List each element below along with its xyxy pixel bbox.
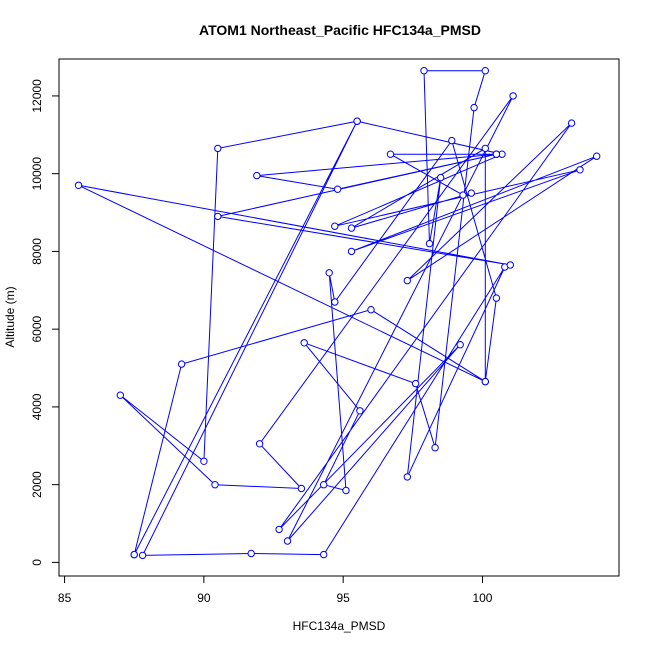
data-point: [492, 294, 501, 302]
data-point: [506, 261, 514, 269]
data-point: [356, 407, 364, 415]
y-tick-label: 8000: [30, 238, 44, 265]
y-axis: 0 2000 4000 6000 8000 10000 12000: [30, 79, 60, 566]
data-point: [576, 166, 584, 174]
data-point: [492, 150, 501, 158]
data-point: [593, 152, 601, 160]
data-point: [331, 222, 339, 230]
x-axis-label: HFC134a_PMSD: [293, 619, 386, 633]
y-axis-label: Altitude (m): [3, 286, 17, 347]
data-point: [130, 550, 138, 559]
data-point: [467, 189, 475, 197]
data-point: [347, 224, 356, 232]
data-point: [420, 67, 428, 75]
x-tick-label: 95: [336, 591, 350, 605]
data-point: [255, 440, 264, 448]
x-axis: 85 90 95 100: [58, 575, 493, 605]
series-points: [74, 67, 601, 560]
data-point: [320, 550, 328, 559]
data-point: [333, 185, 342, 193]
y-tick-label: 2000: [30, 471, 44, 498]
data-point: [320, 481, 328, 489]
data-point: [481, 144, 489, 153]
data-point: [411, 379, 420, 388]
data-point: [347, 247, 356, 256]
y-tick-label: 4000: [30, 393, 44, 420]
data-point: [74, 181, 83, 190]
data-point: [138, 551, 147, 560]
data-point: [509, 92, 517, 100]
data-point: [275, 525, 283, 534]
data-point: [367, 306, 375, 314]
data-point: [214, 144, 222, 153]
data-point: [177, 360, 186, 368]
data-point: [481, 67, 489, 75]
y-tick-label: 12000: [30, 79, 44, 113]
data-point: [283, 537, 292, 545]
data-point: [403, 276, 411, 285]
x-tick-label: 100: [472, 591, 492, 605]
data-point: [386, 150, 395, 158]
data-point: [300, 339, 308, 347]
data-point: [342, 486, 350, 495]
chart-title: ATOM1 Northeast_Pacific HFC134a_PMSD: [199, 22, 481, 38]
data-point: [437, 173, 445, 182]
data-point: [116, 391, 125, 399]
plot-frame: [58, 58, 620, 577]
y-tick-label: 10000: [30, 157, 44, 191]
x-tick-label: 90: [197, 591, 211, 605]
data-point: [200, 457, 208, 465]
data-point: [214, 212, 222, 221]
data-point: [481, 377, 489, 386]
series-lines: [78, 70, 597, 556]
data-point: [425, 239, 434, 248]
data-point: [253, 171, 261, 180]
y-tick-label: 0: [30, 559, 44, 566]
data-point: [331, 298, 339, 306]
y-tick-label: 6000: [30, 315, 44, 342]
x-tick-label: 85: [58, 591, 72, 605]
data-point: [567, 119, 576, 127]
data-point: [459, 191, 467, 199]
data-point: [211, 481, 219, 489]
data-point: [247, 549, 255, 558]
series-line: [78, 70, 597, 556]
data-point: [325, 269, 333, 277]
data-point: [431, 444, 439, 452]
data-point: [353, 117, 361, 125]
data-point: [297, 484, 306, 493]
data-point: [470, 103, 478, 112]
data-point: [448, 136, 456, 145]
data-point: [456, 341, 464, 349]
data-point: [403, 473, 411, 481]
